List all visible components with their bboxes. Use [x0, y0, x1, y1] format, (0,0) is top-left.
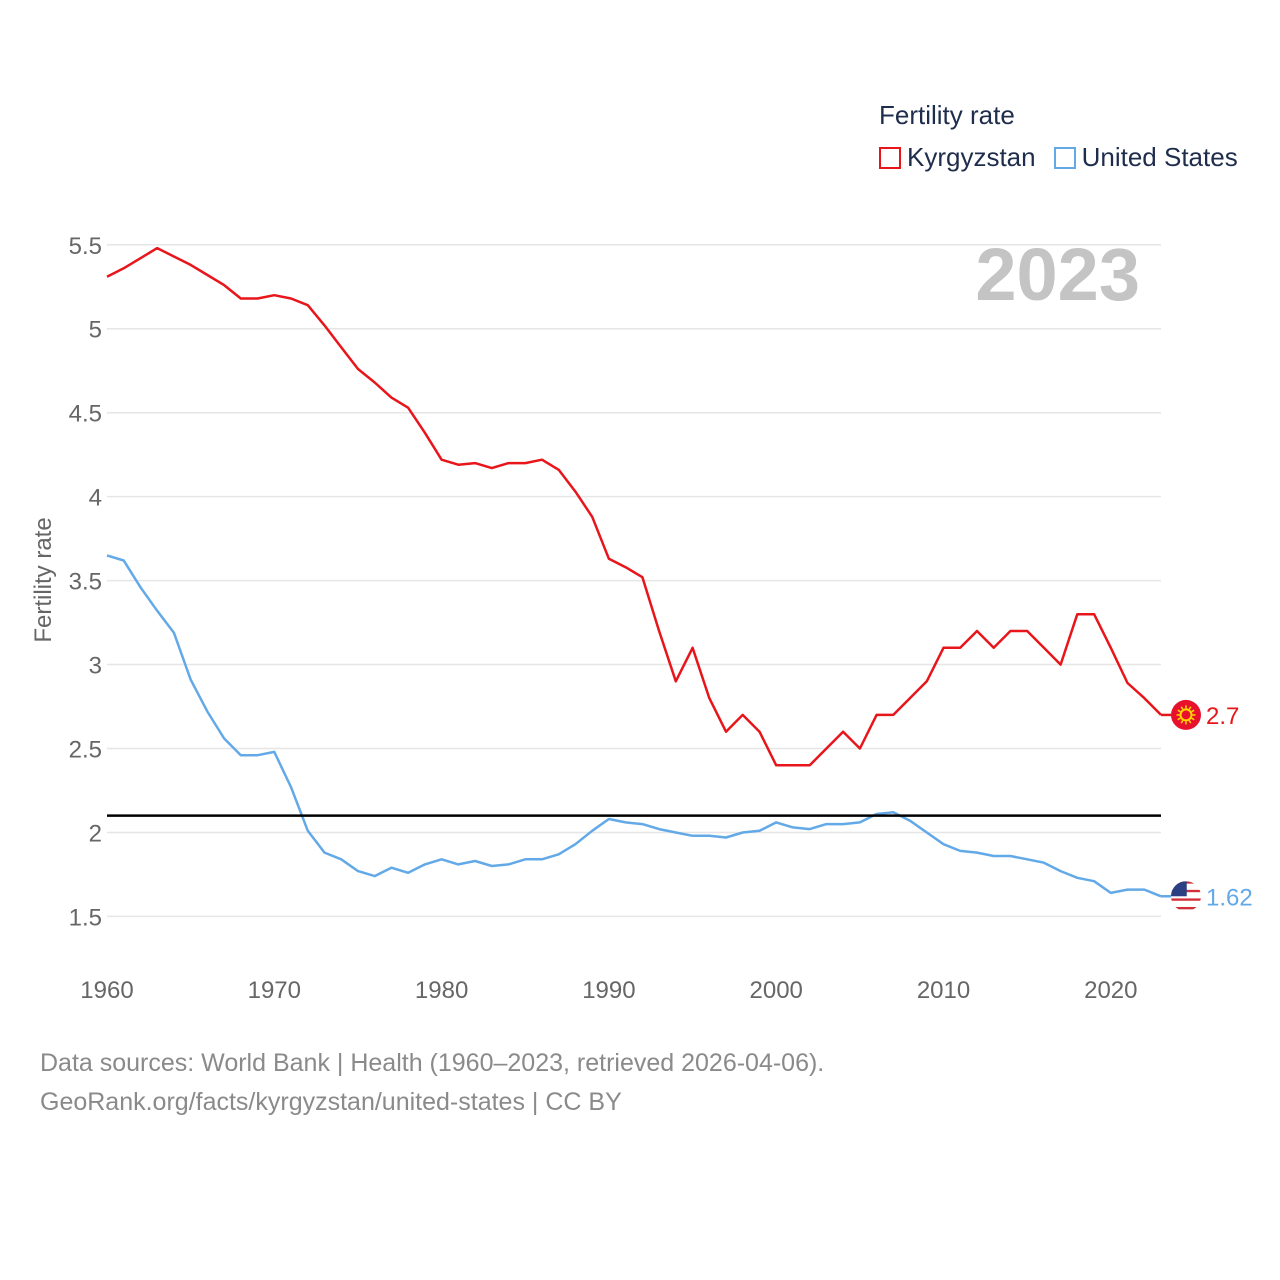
x-tick-label: 1970: [248, 977, 301, 1004]
footer: Data sources: World Bank | Health (1960–…: [40, 1044, 824, 1122]
y-tick-label: 1.5: [69, 904, 102, 931]
y-axis-label: Fertility rate: [30, 517, 57, 642]
x-tick-label: 1980: [415, 977, 468, 1004]
series-line-kyrgyzstan: [106, 246, 1162, 767]
y-tick-label: 4.5: [69, 401, 102, 428]
legend-swatch-united-states: [1053, 146, 1076, 169]
y-tick-label: 3.5: [69, 569, 102, 596]
grid-lines: [107, 244, 1161, 918]
series-end-value-label: 1.62: [1206, 884, 1253, 911]
legend-swatch-kyrgyzstan: [879, 146, 901, 169]
x-tick-label: 2020: [1084, 977, 1137, 1004]
series-end-value-label: 2.7: [1206, 703, 1239, 730]
series-line-united-states: [106, 554, 1162, 898]
legend-item-kyrgyzstan[interactable]: Kyrgyzstan: [879, 142, 1036, 173]
footer-url: GeoRank.org/facts/kyrgyzstan/united-stat…: [40, 1088, 622, 1116]
y-tick-label: 5: [89, 317, 102, 344]
series-lines: [106, 246, 1162, 898]
legend-title: Fertility rate: [879, 100, 1015, 130]
x-tick-labels: 1960 1970 1980 1990 2000 2010 2020: [80, 977, 1137, 1004]
legend-label-kyrgyzstan: Kyrgyzstan: [907, 142, 1036, 172]
year-watermark: 2023: [975, 233, 1140, 316]
legend-item-united-states[interactable]: United States: [1053, 142, 1238, 173]
y-tick-labels: 1.5 2 2.5 3 3.5 4 4.5 5 5.5: [69, 233, 102, 932]
y-tick-label: 2.5: [69, 737, 102, 764]
end-markers: 2.7 1.62: [1161, 699, 1253, 912]
y-tick-label: 4: [89, 485, 102, 512]
kyrgyzstan-flag-icon: [1171, 699, 1201, 730]
legend-label-united-states: United States: [1081, 142, 1238, 172]
y-tick-label: 2: [89, 820, 102, 847]
x-tick-label: 1960: [80, 977, 133, 1004]
y-tick-label: 3: [89, 653, 102, 680]
y-tick-label: 5.5: [69, 233, 102, 260]
united-states-flag-icon: [1171, 881, 1201, 912]
x-tick-label: 1990: [582, 977, 635, 1004]
x-tick-label: 2000: [750, 977, 803, 1004]
x-tick-label: 2010: [917, 977, 970, 1004]
footer-sources: Data sources: World Bank | Health (1960–…: [40, 1049, 825, 1077]
legend: Kyrgyzstan United States: [879, 142, 1256, 173]
